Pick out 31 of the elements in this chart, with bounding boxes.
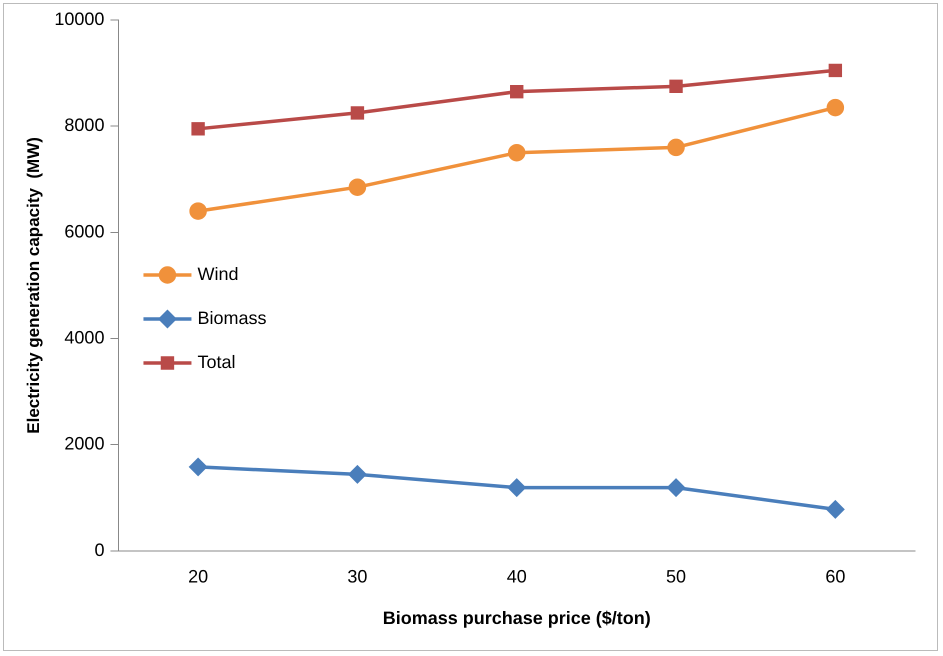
legend-label: Biomass bbox=[197, 308, 266, 328]
y-tick-label: 6000 bbox=[64, 221, 104, 242]
x-axis-title: Biomass purchase price ($/ton) bbox=[382, 608, 651, 628]
y-tick-label: 8000 bbox=[64, 115, 104, 136]
point bbox=[667, 478, 685, 496]
point bbox=[348, 178, 366, 196]
point bbox=[189, 458, 207, 476]
point bbox=[667, 138, 685, 156]
x-tick-label: 20 bbox=[188, 566, 208, 587]
point bbox=[508, 478, 526, 496]
point bbox=[510, 84, 524, 98]
point bbox=[826, 500, 844, 518]
point bbox=[826, 98, 844, 116]
x-tick-label: 40 bbox=[506, 566, 527, 587]
point bbox=[191, 122, 205, 136]
point bbox=[508, 144, 526, 162]
y-axis-title: Electricity generation capacity (MW) bbox=[24, 137, 43, 434]
y-tick-label: 4000 bbox=[64, 327, 104, 348]
point bbox=[350, 106, 364, 120]
x-tick-label: 60 bbox=[825, 566, 846, 587]
point bbox=[669, 80, 683, 94]
y-tick-label: 0 bbox=[94, 540, 104, 560]
x-tick-label: 50 bbox=[666, 566, 686, 587]
y-tick-label: 10000 bbox=[54, 8, 104, 29]
point bbox=[828, 64, 842, 78]
point bbox=[348, 466, 366, 484]
legend-label: Wind bbox=[197, 264, 238, 284]
y-tick-label: 2000 bbox=[64, 434, 104, 454]
point bbox=[189, 202, 207, 220]
legend-label: Total bbox=[197, 352, 236, 372]
x-tick-label: 30 bbox=[347, 566, 368, 587]
